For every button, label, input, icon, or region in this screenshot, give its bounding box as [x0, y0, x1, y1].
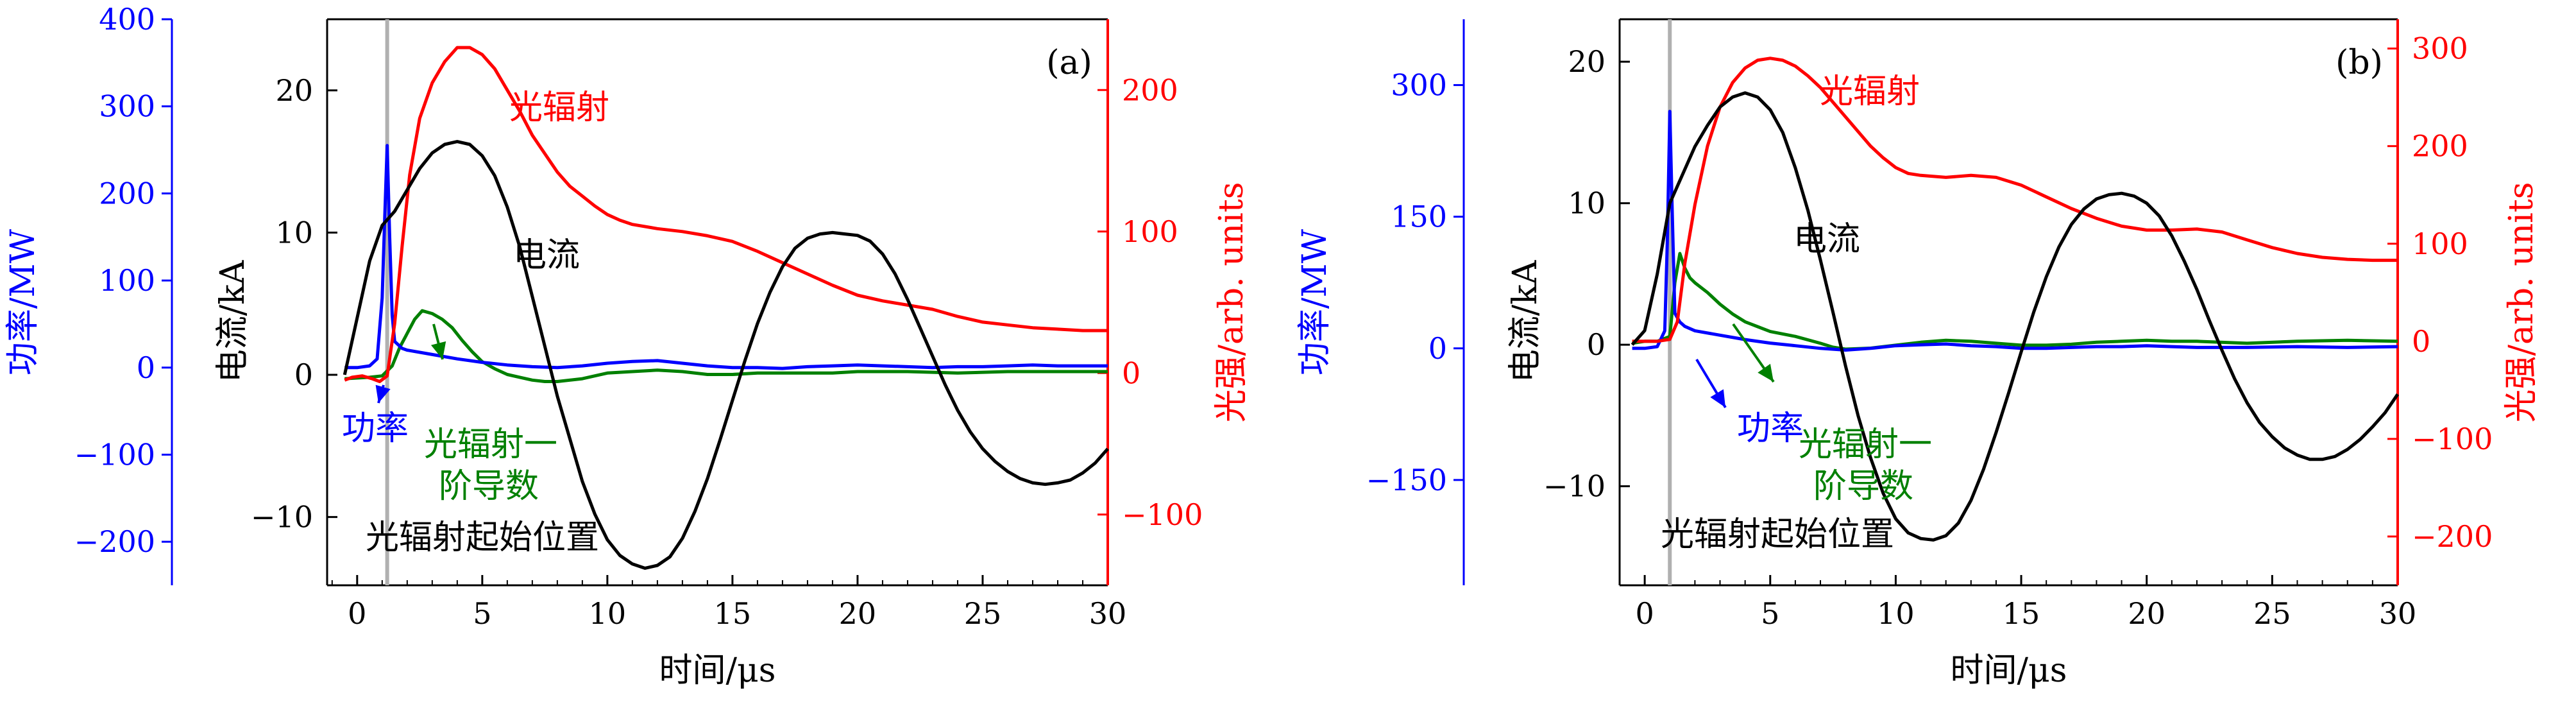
power-annotation: 功率: [342, 409, 409, 448]
current-series-line: [1631, 91, 2400, 542]
x-tick-label: 30: [2379, 596, 2417, 631]
light-tick-label: −100: [1122, 497, 1203, 532]
light-series-line: [1632, 56, 2398, 343]
panel-b: 0 5 10 15 20 25 30时间/μs−1001020电流/kA−150015030…: [1296, 18, 2541, 690]
current-annotation: 电流: [513, 236, 580, 275]
current-tick-label: −10: [251, 500, 313, 535]
x-axis-label: 时间/μs: [1950, 651, 2067, 690]
power-tick-label: −100: [74, 437, 155, 472]
derivative-annotation-line1: 光辐射一: [424, 425, 557, 464]
x-tick-label: 0: [348, 596, 366, 631]
current-axis-label: 电流/kA: [214, 259, 252, 382]
x-axis-label: 时间/μs: [659, 651, 775, 690]
light-tick-label: 200: [1122, 73, 1178, 107]
power-tick-label: −200: [74, 524, 155, 559]
light-axis-label: 光强/arb. units: [1212, 182, 1251, 423]
power-tick-label: 100: [99, 263, 155, 298]
x-tick-label: 10: [1877, 596, 1915, 631]
power-arrowhead: [375, 384, 391, 403]
x-tick-label: 15: [714, 596, 752, 631]
power-arrowhead: [1710, 389, 1725, 408]
current-series-line: [343, 140, 1109, 570]
power-tick-label: 300: [99, 89, 155, 124]
current-tick-label: 10: [275, 215, 313, 250]
x-tick-label: 10: [589, 596, 627, 631]
light-derivative-series-line: [1632, 252, 2398, 351]
x-tick-label: 20: [2128, 596, 2165, 631]
light-tick-label: 200: [2412, 129, 2468, 164]
current-tick-label: 20: [1568, 44, 1606, 79]
current-tick-label: 0: [1587, 327, 1606, 362]
derivative-arrowhead: [1758, 363, 1774, 382]
x-tick-label: 20: [839, 596, 877, 631]
current-tick-label: 20: [275, 73, 313, 108]
panel-label: (a): [1046, 44, 1092, 82]
onset-annotation: 光辐射起始位置: [1661, 515, 1894, 554]
light-tick-label: 100: [2412, 227, 2468, 261]
power-tick-label: 400: [99, 2, 155, 37]
derivative-arrowhead: [430, 341, 446, 359]
light-annotation: 光辐射: [1820, 73, 1920, 111]
panel-label: (b): [2335, 44, 2383, 82]
light-tick-label: −100: [2412, 422, 2493, 456]
current-axis-label: 电流/kA: [1506, 259, 1545, 382]
current-tick-label: −10: [1543, 469, 1606, 504]
power-tick-label: 200: [99, 176, 155, 210]
power-tick-label: 150: [1391, 200, 1447, 234]
x-tick-label: 5: [1761, 596, 1779, 631]
x-tick-label: 30: [1089, 596, 1127, 631]
light-tick-label: 0: [2412, 324, 2430, 359]
power-annotation: 功率: [1737, 409, 1804, 448]
light-tick-label: 300: [2412, 31, 2468, 66]
x-tick-label: 0: [1635, 596, 1654, 631]
light-tick-label: −200: [2412, 519, 2493, 554]
power-tick-label: 0: [1428, 331, 1447, 366]
power-axis-label: 功率/MW: [1296, 228, 1334, 375]
current-annotation: 电流: [1793, 220, 1860, 259]
power-tick-label: 0: [137, 350, 155, 385]
current-tick-label: 10: [1568, 186, 1606, 221]
power-tick-label: −150: [1366, 463, 1447, 497]
x-tick-label: 5: [473, 596, 491, 631]
x-tick-label: 25: [964, 596, 1002, 631]
light-series-line: [344, 46, 1108, 383]
power-tick-label: 300: [1391, 68, 1447, 103]
light-derivative-series-line: [344, 309, 1108, 383]
x-tick-label: 15: [2003, 596, 2040, 631]
current-tick-label: 0: [294, 357, 313, 392]
light-tick-label: 0: [1122, 356, 1140, 390]
light-axis-label: 光强/arb. units: [2502, 182, 2541, 423]
derivative-annotation-line2: 阶导数: [439, 467, 539, 506]
power-axis-label: 功率/MW: [4, 228, 42, 375]
light-tick-label: 100: [1122, 214, 1178, 249]
power-series-line: [1632, 110, 2398, 352]
onset-annotation: 光辐射起始位置: [366, 519, 599, 557]
power-series-line: [344, 144, 1108, 370]
light-annotation: 光辐射: [509, 89, 609, 127]
x-tick-label: 25: [2253, 596, 2291, 631]
panel-a: 0 5 10 15 20 25 30时间/μs−1001020电流/kA−200−10001…: [4, 2, 1251, 690]
derivative-annotation-line2: 阶导数: [1813, 467, 1913, 506]
derivative-annotation-line1: 光辐射一: [1799, 425, 1932, 464]
